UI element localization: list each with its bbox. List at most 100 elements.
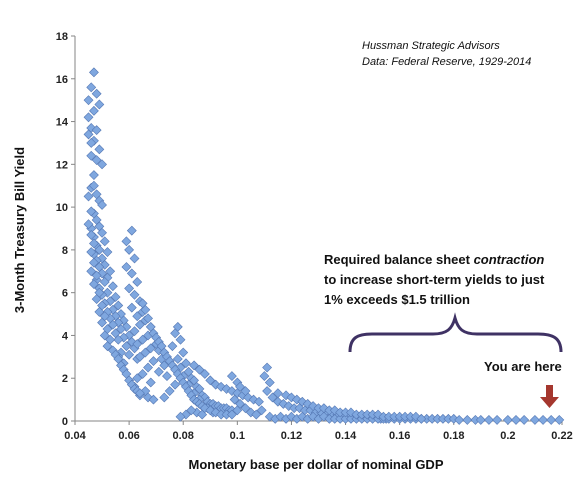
data-point: [91, 155, 102, 165]
data-point: [248, 394, 259, 405]
data-point: [229, 394, 240, 405]
data-point: [140, 304, 151, 315]
x-tick-label: 0.18: [443, 430, 464, 442]
data-point: [110, 292, 121, 302]
data-point: [94, 144, 105, 155]
data-point: [262, 386, 273, 396]
data-point: [89, 257, 99, 268]
data-point: [113, 300, 124, 311]
data-point: [135, 351, 145, 362]
data-point: [124, 283, 135, 294]
data-point: [240, 386, 251, 396]
data-point: [129, 326, 140, 337]
data-point: [530, 415, 540, 425]
data-point: [267, 392, 278, 403]
x-tick-label: 0.22: [551, 430, 572, 442]
data-point: [170, 328, 181, 339]
callout-line-1-text: Required balance sheet: [324, 252, 474, 267]
data-point: [159, 392, 170, 403]
data-point: [124, 244, 135, 255]
data-point: [129, 289, 140, 300]
data-point: [178, 347, 189, 358]
x-tick-label: 0.08: [173, 430, 194, 442]
data-point: [86, 138, 97, 148]
data-point: [511, 415, 521, 425]
data-point: [94, 99, 105, 110]
data-point: [264, 377, 275, 388]
data-point: [137, 369, 148, 379]
data-point: [89, 170, 99, 180]
data-point: [126, 302, 137, 313]
data-point: [99, 236, 110, 247]
data-point: [519, 415, 530, 425]
data-point: [126, 225, 137, 236]
data-point: [91, 270, 102, 281]
data-point: [484, 415, 494, 425]
data-point: [416, 413, 427, 424]
data-point: [143, 362, 153, 373]
data-point: [254, 396, 264, 407]
data-point: [538, 415, 548, 425]
data-point: [475, 415, 486, 425]
data-point: [97, 227, 107, 238]
y-tick-label: 4: [62, 330, 69, 342]
down-arrow-icon: [540, 385, 559, 408]
data-point: [113, 334, 124, 345]
data-point: [97, 200, 107, 210]
curly-brace: [348, 312, 563, 353]
data-point: [135, 388, 145, 399]
data-point: [272, 388, 283, 399]
data-point: [99, 330, 110, 341]
data-point: [175, 334, 186, 345]
data-point: [181, 358, 191, 369]
data-point: [164, 386, 175, 396]
data-point: [99, 277, 110, 287]
data-point: [235, 398, 245, 409]
data-point: [83, 219, 94, 230]
data-point: [492, 415, 502, 425]
data-point: [226, 371, 237, 382]
y-tick-label: 6: [62, 288, 68, 300]
data-point: [199, 369, 210, 379]
data-point: [121, 262, 132, 272]
data-point: [89, 105, 99, 116]
y-tick-label: 8: [62, 245, 68, 257]
y-tick-label: 12: [56, 159, 68, 171]
data-point: [148, 356, 159, 367]
source-line-2: Data: Federal Reserve, 1929-2014: [362, 56, 531, 68]
data-point: [159, 360, 170, 371]
you-are-here-label: You are here: [484, 359, 562, 374]
x-tick-label: 0.2: [500, 430, 515, 442]
data-point: [97, 317, 107, 328]
data-point: [175, 411, 186, 422]
data-point: [86, 206, 97, 217]
y-tick-label: 18: [56, 31, 68, 43]
data-point: [91, 294, 102, 305]
data-point: [153, 366, 164, 377]
data-point: [137, 334, 148, 345]
source-line-1: Hussman Strategic Advisors: [362, 40, 500, 52]
data-point: [124, 349, 135, 360]
data-point: [86, 247, 97, 257]
y-tick-label: 16: [56, 74, 68, 86]
data-point: [89, 180, 99, 191]
data-point: [256, 405, 267, 416]
x-tick-label: 0.14: [335, 430, 357, 442]
x-axis-title: Monetary base per dollar of nominal GDP: [189, 457, 444, 472]
data-point: [89, 238, 99, 249]
data-point: [135, 319, 145, 330]
data-point: [97, 159, 107, 170]
data-point: [145, 343, 156, 354]
x-tick-labels: 0.04 0.06 0.08 0.1 0.12 0.14 0.16 0.18 0.2 0.22: [64, 430, 572, 442]
data-point: [502, 415, 513, 425]
data-point: [132, 277, 143, 287]
data-point: [83, 95, 94, 106]
data-point: [235, 381, 245, 392]
data-point: [132, 373, 143, 384]
data-point: [83, 191, 94, 202]
data-point: [189, 360, 199, 371]
callout-line-2: to increase short-term yields to just: [324, 272, 545, 287]
data-point: [107, 281, 118, 292]
data-point: [89, 279, 99, 290]
